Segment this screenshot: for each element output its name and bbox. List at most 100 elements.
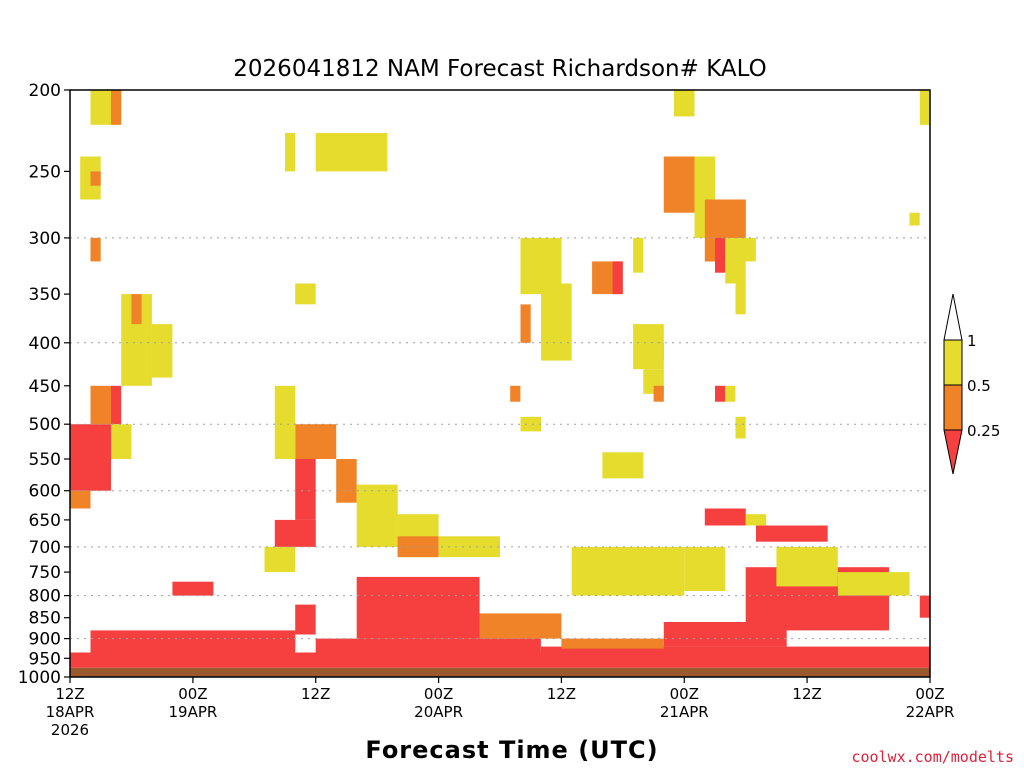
- plot-frame: [69, 89, 931, 678]
- ri-cell-25: [90, 171, 101, 186]
- y-tick-label-900: 900: [29, 630, 61, 650]
- x-tick-label-72-0: 12Z: [792, 685, 821, 703]
- y-tick-label-600: 600: [29, 482, 61, 502]
- y-tick-label-700: 700: [29, 538, 61, 558]
- ri-cell-29: [295, 283, 316, 305]
- ri-cell-70: [571, 546, 685, 596]
- ri-cell-60: [735, 283, 746, 315]
- ri-cell-34: [336, 459, 357, 503]
- y-tick-label-650: 650: [29, 511, 61, 531]
- ri-cell-59: [725, 237, 746, 284]
- ri-cell-55: [663, 156, 695, 213]
- ground-band: [70, 667, 930, 677]
- ri-cell-53: [653, 385, 664, 402]
- ri-cell-39: [264, 546, 296, 573]
- legend-label-2: 0.25: [967, 422, 1000, 440]
- x-tick-label-0-2: 2026: [51, 721, 89, 739]
- ri-cell-35: [356, 484, 398, 547]
- y-tick-label-250: 250: [29, 162, 61, 182]
- ri-cell-1: [90, 630, 296, 653]
- y-tick-label-800: 800: [29, 587, 61, 607]
- x-tick-label-84-1: 22APR: [906, 703, 955, 721]
- ri-cell-65: [745, 514, 767, 526]
- ri-cell-3: [295, 604, 316, 635]
- heatmap-cells: [70, 90, 930, 668]
- ri-cell-8: [561, 638, 664, 649]
- ri-cell-32: [274, 519, 316, 547]
- y-tick-label-750: 750: [29, 563, 61, 583]
- x-tick-label-36-0: 00Z: [424, 685, 453, 703]
- legend-swatch-0.5-1: [943, 339, 963, 386]
- ri-cell-37: [397, 536, 439, 558]
- ri-cell-64: [735, 416, 746, 439]
- legend: 1 0.5 0.25: [943, 293, 1000, 475]
- ri-cell-2: [172, 581, 214, 596]
- ri-cell-69: [909, 212, 920, 226]
- x-tick-label-48-0: 12Z: [547, 685, 576, 703]
- ri-cell-49: [633, 237, 644, 273]
- ri-cell-66: [776, 546, 838, 587]
- ri-cell-68: [919, 90, 930, 125]
- ri-cell-15: [70, 490, 91, 509]
- x-tick-label-60-1: 21APR: [660, 703, 709, 721]
- y-tick-label-350: 350: [29, 285, 61, 305]
- y-axis: 200 250 300 350 400 450 500 550 600 650 700 750 8008…: [18, 81, 70, 688]
- ri-cell-12: [756, 525, 828, 542]
- ri-cell-42: [520, 304, 531, 343]
- x-tick-label-84-0: 00Z: [915, 685, 944, 703]
- ri-cell-28: [315, 133, 388, 172]
- x-tick-label-0-0: 12Z: [55, 685, 84, 703]
- ri-cell-5: [356, 576, 480, 639]
- y-tick-label-550: 550: [29, 450, 61, 470]
- y-tick-label-850: 850: [29, 609, 61, 629]
- legend-swatch-gt1: [943, 293, 963, 341]
- ri-cell-14: [70, 424, 111, 491]
- y-tick-label-300: 300: [29, 229, 61, 249]
- legend-label-1: 0.5: [967, 377, 991, 395]
- ri-cell-24: [80, 156, 101, 200]
- legend-swatch-0.25-0.5: [943, 384, 963, 431]
- legend-swatch-lt0.25: [943, 429, 963, 475]
- ri-cell-30: [295, 459, 316, 520]
- ri-cell-26: [90, 237, 101, 262]
- ri-cell-63: [725, 385, 736, 402]
- x-tick-label-60-0: 00Z: [670, 685, 699, 703]
- legend-label-0: 1: [967, 332, 977, 350]
- ri-cell-67: [837, 572, 910, 596]
- ri-cell-58: [715, 237, 726, 273]
- ri-cell-31: [295, 424, 337, 459]
- ri-cell-7: [541, 646, 930, 659]
- x-tick-label-12-1: 19APR: [168, 703, 217, 721]
- ground-fill: [70, 667, 930, 677]
- chart-title: 2026041812 NAM Forecast Richardson# KALO: [233, 56, 766, 82]
- x-tick-label-12-0: 00Z: [178, 685, 207, 703]
- ri-cell-20: [111, 424, 132, 459]
- ri-cell-48: [612, 261, 623, 295]
- ri-cell-23: [111, 90, 122, 125]
- ri-cell-13: [919, 595, 930, 618]
- y-tick-label-1000: 1000: [18, 668, 61, 688]
- ri-cell-27: [285, 133, 296, 172]
- y-tick-label-500: 500: [29, 415, 61, 435]
- ri-cell-62: [715, 385, 726, 402]
- ri-cell-17: [111, 385, 122, 425]
- ri-cell-54: [674, 90, 695, 117]
- ri-cell-21: [131, 294, 142, 325]
- ri-cell-44: [520, 416, 541, 432]
- ri-cell-43: [510, 385, 521, 402]
- ri-cell-46: [602, 452, 644, 479]
- ri-cell-11: [704, 508, 746, 526]
- ri-cell-61: [745, 237, 756, 262]
- ri-cell-19: [151, 324, 173, 378]
- x-axis-label: Forecast Time (UTC): [365, 736, 658, 764]
- ri-cell-16: [90, 385, 111, 425]
- ri-cell-41: [541, 283, 572, 361]
- y-tick-label-450: 450: [29, 377, 61, 397]
- ri-cell-51: [633, 324, 664, 370]
- x-tick-label-36-1: 20APR: [414, 703, 463, 721]
- y-tick-label-950: 950: [29, 649, 61, 669]
- credit-text: coolwx.com/modelts: [851, 748, 1014, 766]
- ri-cell-6: [479, 613, 562, 639]
- x-tick-label-24-0: 12Z: [301, 685, 330, 703]
